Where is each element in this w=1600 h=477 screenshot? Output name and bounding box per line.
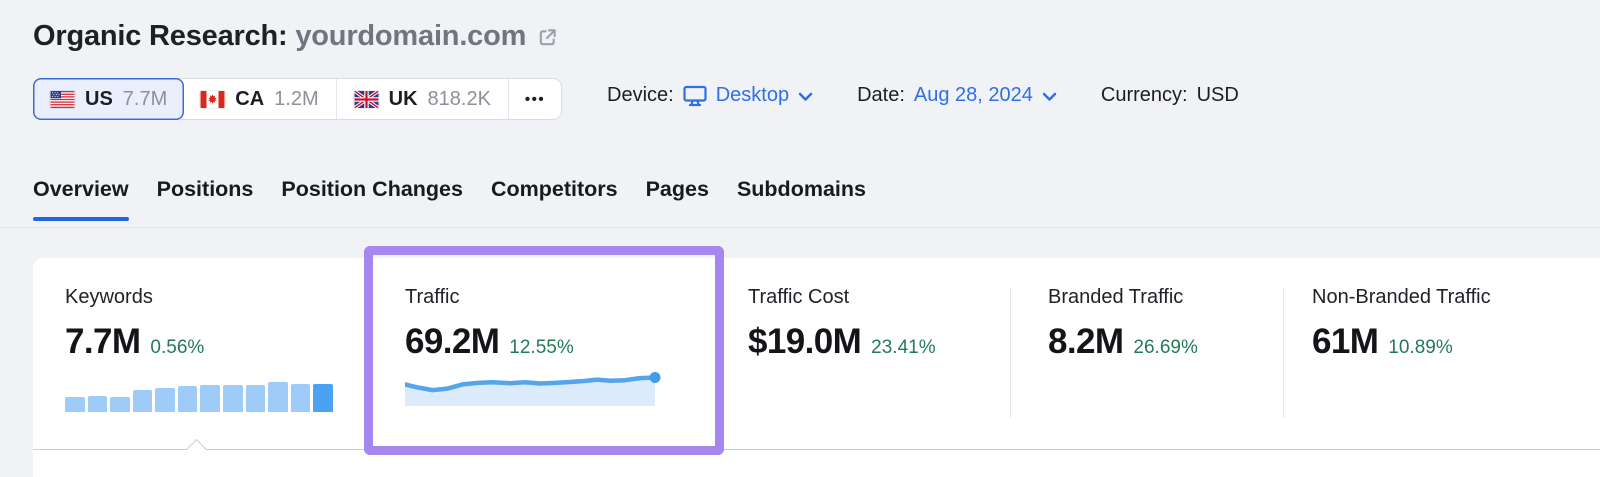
country-code: UK xyxy=(388,87,418,110)
tab-pages[interactable]: Pages xyxy=(646,177,709,217)
metric-label: Traffic Cost xyxy=(748,286,850,308)
traffic-cost-metric-card[interactable]: Traffic Cost $19.0M 23.41% xyxy=(748,286,936,362)
metric-change: 10.89% xyxy=(1388,337,1453,358)
keywords-trend-bar xyxy=(268,382,288,412)
desktop-monitor-icon xyxy=(683,85,707,106)
keywords-trend-bar xyxy=(177,386,198,412)
traffic-trend-sparkline xyxy=(405,372,661,406)
device-label: Device: xyxy=(607,84,674,106)
vertical-divider xyxy=(1283,288,1284,418)
keywords-trend-bar xyxy=(200,385,221,412)
date-filter[interactable]: Date: Aug 28, 2024 xyxy=(857,84,1057,107)
us-flag-icon xyxy=(50,90,75,108)
metric-value: 7.7M xyxy=(65,322,141,361)
ca-flag-icon xyxy=(200,90,225,108)
keywords-trend-bar xyxy=(110,397,130,412)
currency-value: USD xyxy=(1196,84,1239,106)
tab-positions[interactable]: Positions xyxy=(157,177,254,217)
keywords-trend-bar xyxy=(155,387,175,412)
country-code: US xyxy=(85,87,113,110)
date-value: Aug 28, 2024 xyxy=(913,84,1033,106)
metric-value: 61M xyxy=(1312,322,1379,361)
keywords-trend-bar xyxy=(65,396,85,412)
metric-change: 23.41% xyxy=(871,337,936,358)
tab-competitors[interactable]: Competitors xyxy=(491,177,618,217)
device-value: Desktop xyxy=(715,84,790,106)
more-countries-button[interactable]: ••• xyxy=(507,79,561,119)
metric-change: 12.55% xyxy=(509,337,574,358)
tab-overview[interactable]: Overview xyxy=(33,177,129,221)
country-traffic-value: 1.2M xyxy=(274,87,319,110)
ellipsis-icon: ••• xyxy=(524,90,546,108)
keywords-trend-sparkline xyxy=(65,376,333,412)
country-traffic-value: 7.7M xyxy=(122,87,168,110)
metric-label: Traffic xyxy=(405,286,460,308)
country-tab-uk[interactable]: UK 818.2K xyxy=(335,79,508,119)
traffic-metric-card[interactable]: Traffic 69.2M 12.55% xyxy=(405,286,663,412)
filters-bar: Device: Desktop Date: Aug 28, 2024 Curre… xyxy=(607,84,1239,107)
date-label: Date: xyxy=(857,84,905,106)
metric-value: 69.2M xyxy=(405,322,500,361)
metric-label: Non-Branded Traffic xyxy=(1312,286,1491,308)
report-nav-tabs: Overview Positions Position Changes Comp… xyxy=(33,177,866,221)
country-traffic-value: 818.2K xyxy=(427,87,491,110)
country-tab-ca[interactable]: CA 1.2M xyxy=(183,79,335,119)
currency-filter: Currency: USD xyxy=(1101,84,1239,107)
country-code: CA xyxy=(235,87,265,110)
keywords-trend-bar xyxy=(87,395,108,412)
metrics-panel: Keywords 7.7M 0.56% Traffic 69.2M 12.55%… xyxy=(33,258,1600,477)
branded-traffic-metric-card[interactable]: Branded Traffic 8.2M 26.69% xyxy=(1048,286,1198,362)
country-database-tabs: US 7.7M CA 1.2M UK 818. xyxy=(33,78,563,120)
tab-subdomains[interactable]: Subdomains xyxy=(737,177,866,217)
selected-metric-notch xyxy=(185,438,208,460)
non-branded-traffic-metric-card[interactable]: Non-Branded Traffic 61M 10.89% xyxy=(1312,286,1491,362)
metric-label: Branded Traffic xyxy=(1048,286,1184,308)
metric-value: $19.0M xyxy=(748,322,862,361)
keywords-trend-bar xyxy=(132,390,153,412)
metric-label: Keywords xyxy=(65,286,153,308)
country-tab-us[interactable]: US 7.7M xyxy=(33,78,185,120)
domain-name: yourdomain.com xyxy=(295,20,527,52)
metric-value: 8.2M xyxy=(1048,322,1124,361)
traffic-endpoint-dot xyxy=(649,372,661,383)
page-title: Organic Research: yourdomain.com xyxy=(33,20,558,53)
uk-flag-icon xyxy=(353,90,379,108)
chevron-down-icon xyxy=(798,92,813,101)
currency-label: Currency: xyxy=(1100,84,1188,106)
vertical-divider xyxy=(1010,288,1011,418)
keywords-metric-card[interactable]: Keywords 7.7M 0.56% xyxy=(65,286,333,412)
chevron-down-icon xyxy=(1042,92,1057,101)
metric-change: 26.69% xyxy=(1133,337,1198,358)
metric-change: 0.56% xyxy=(150,337,205,358)
device-filter[interactable]: Device: Desktop xyxy=(607,84,813,107)
tabs-divider xyxy=(0,227,1600,228)
keywords-trend-bar xyxy=(223,384,243,412)
keywords-trend-bar xyxy=(313,383,333,412)
external-link-icon[interactable] xyxy=(537,27,558,48)
keywords-trend-bar xyxy=(290,383,311,412)
page-title-text: Organic Research: xyxy=(33,20,288,52)
keywords-trend-bar xyxy=(245,384,266,412)
cards-separator xyxy=(33,438,1600,460)
tab-position-changes[interactable]: Position Changes xyxy=(281,177,463,217)
